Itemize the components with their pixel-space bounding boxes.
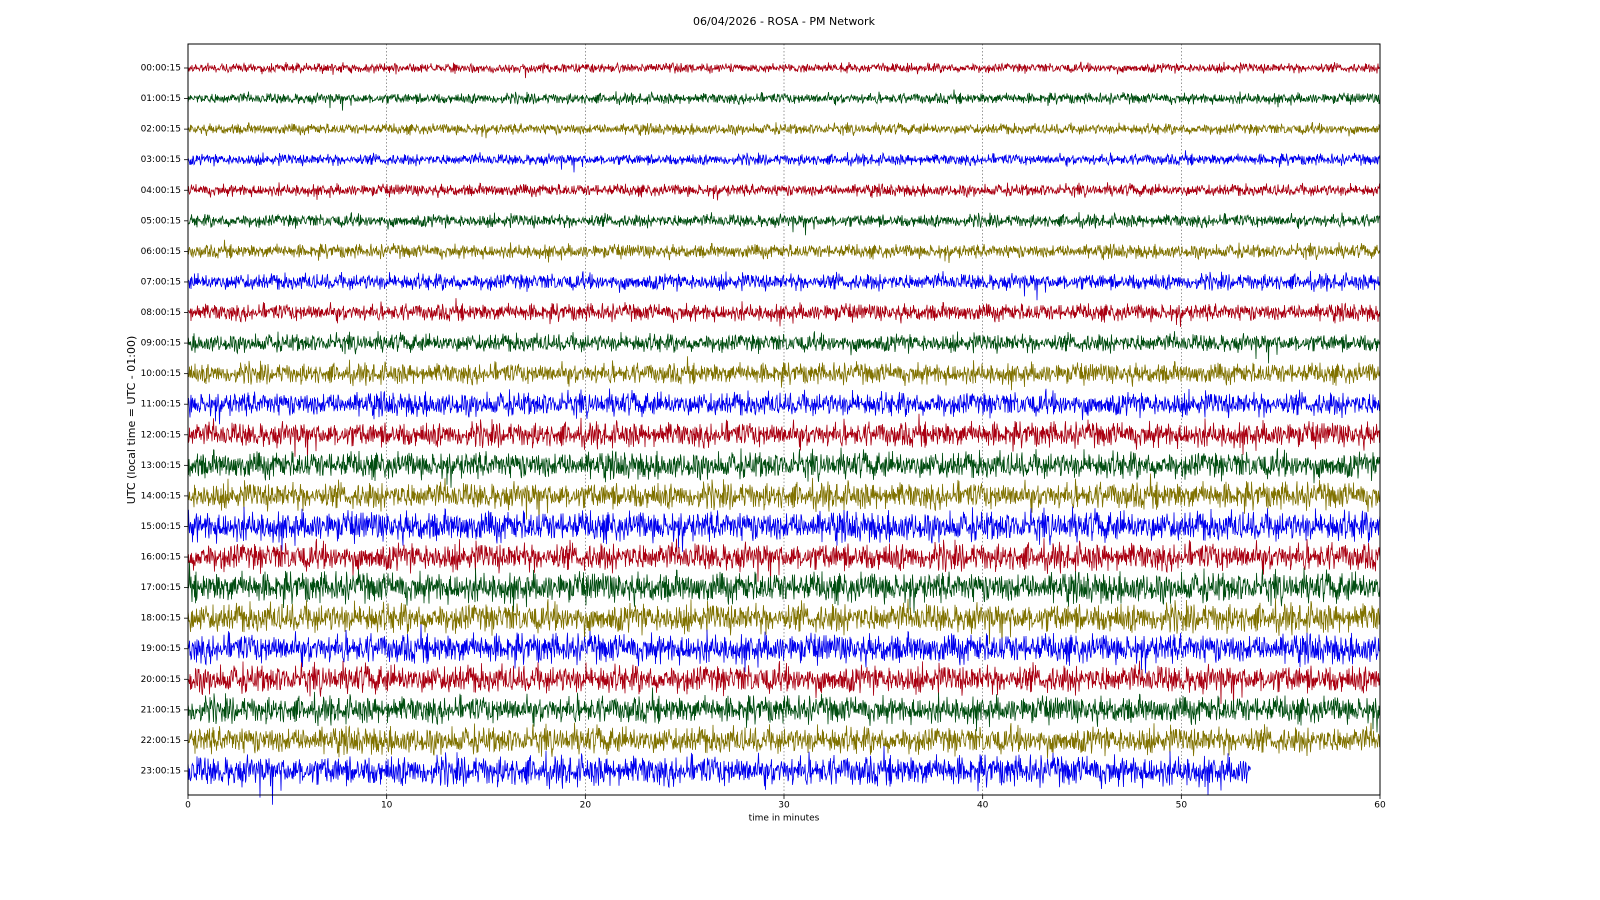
trace — [187, 506, 1381, 552]
y-tick-label: 21:00:15 — [141, 705, 181, 715]
y-tick-label: 09:00:15 — [141, 339, 181, 349]
x-tick-label: 40 — [977, 801, 989, 811]
y-tick-label: 06:00:15 — [141, 247, 181, 257]
y-tick-label: 19:00:15 — [141, 644, 181, 654]
y-tick-label: 01:00:15 — [141, 94, 181, 104]
x-tick-label: 60 — [1374, 801, 1386, 811]
trace — [187, 538, 1381, 589]
trace — [187, 473, 1381, 526]
trace — [187, 121, 1381, 139]
trace — [187, 624, 1381, 674]
x-axis-label: time in minutes — [749, 814, 820, 824]
y-tick-label: 04:00:15 — [141, 186, 181, 196]
trace — [187, 413, 1381, 463]
y-tick-label: 20:00:15 — [141, 675, 181, 685]
y-tick-label: 07:00:15 — [141, 277, 181, 287]
trace — [187, 388, 1381, 425]
trace — [187, 331, 1381, 364]
y-tick-label: 15:00:15 — [141, 522, 181, 532]
trace — [187, 660, 1381, 711]
y-tick-label: 16:00:15 — [141, 553, 181, 563]
trace — [187, 89, 1381, 111]
trace — [187, 182, 1381, 201]
y-tick-label: 22:00:15 — [141, 736, 181, 746]
trace — [187, 722, 1381, 759]
trace — [187, 562, 1381, 614]
trace — [187, 298, 1381, 328]
x-tick-label: 20 — [580, 801, 592, 811]
trace — [187, 356, 1381, 391]
trace — [187, 150, 1381, 173]
trace — [187, 239, 1381, 264]
trace — [187, 211, 1381, 236]
y-tick-label: 10:00:15 — [141, 369, 181, 379]
y-tick-label: 18:00:15 — [141, 614, 181, 624]
chart-title: 06/04/2026 - ROSA - PM Network — [693, 15, 876, 28]
y-tick-label: 08:00:15 — [141, 308, 181, 318]
y-tick-label: 23:00:15 — [141, 767, 181, 777]
x-tick-label: 10 — [381, 801, 393, 811]
y-axis-label: UTC (local time = UTC - 01:00) — [125, 336, 138, 505]
x-tick-label: 0 — [185, 801, 191, 811]
trace — [187, 270, 1381, 301]
y-tick-label: 02:00:15 — [141, 125, 181, 135]
x-tick-label: 50 — [1176, 801, 1188, 811]
y-tick-label: 13:00:15 — [141, 461, 181, 471]
y-tick-label: 03:00:15 — [141, 155, 181, 165]
x-tick-label: 30 — [778, 801, 790, 811]
trace — [187, 745, 1251, 805]
y-tick-label: 17:00:15 — [141, 583, 181, 593]
y-tick-label: 00:00:15 — [141, 64, 181, 74]
trace — [187, 447, 1381, 488]
trace — [187, 598, 1381, 652]
trace — [187, 687, 1381, 733]
plot-frame — [187, 43, 1381, 796]
y-tick-label: 14:00:15 — [141, 491, 181, 501]
y-tick-label: 05:00:15 — [141, 216, 181, 226]
trace — [187, 61, 1380, 79]
y-tick-label: 11:00:15 — [141, 400, 181, 410]
y-tick-label: 12:00:15 — [141, 430, 181, 440]
